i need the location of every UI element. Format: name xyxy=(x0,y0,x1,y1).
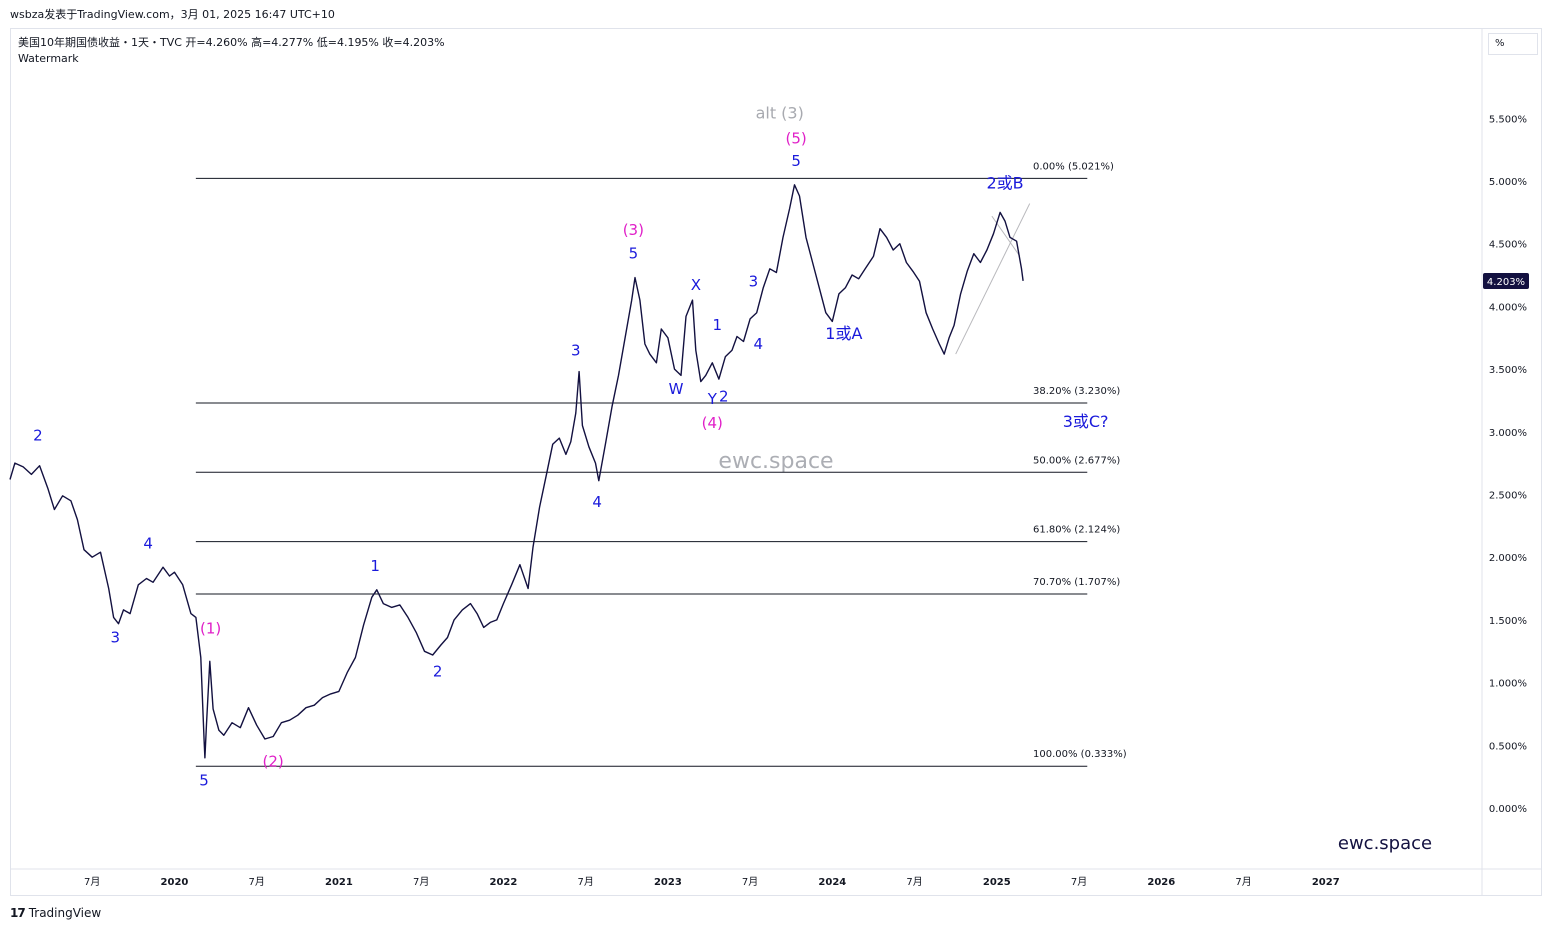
fib-level-label: 61.80% (2.124%) xyxy=(1033,525,1120,536)
x-tick-label: 2027 xyxy=(1312,877,1340,888)
y-tick-label: 3.000% xyxy=(1489,428,1527,439)
x-tick-label: 7月 xyxy=(906,876,922,888)
y-tick-label: 1.500% xyxy=(1489,616,1527,627)
x-tick-label: 7月 xyxy=(249,876,265,888)
wave-label: alt (3) xyxy=(756,103,804,122)
tradingview-logo-icon: 17 xyxy=(10,906,26,920)
y-tick-label: 5.500% xyxy=(1489,114,1527,125)
x-tick-label: 2023 xyxy=(654,877,682,888)
chart-frame xyxy=(10,28,1542,896)
y-tick-label: 2.500% xyxy=(1489,491,1527,502)
wave-label: 1 xyxy=(712,316,722,334)
publish-info: wsbza发表于TradingView.com，3月 01, 2025 16:4… xyxy=(10,8,335,21)
y-tick-label: 0.000% xyxy=(1489,804,1527,815)
fib-level-label: 50.00% (2.677%) xyxy=(1033,455,1120,466)
fib-level-label: 38.20% (3.230%) xyxy=(1033,386,1120,397)
wave-label: (4) xyxy=(702,414,723,432)
watermark-corner: ewc.space xyxy=(1338,833,1432,854)
fib-level-label: 100.00% (0.333%) xyxy=(1033,749,1127,760)
watermark-legend[interactable]: Watermark xyxy=(18,52,79,65)
x-tick-label: 2024 xyxy=(818,877,846,888)
fib-level-label: 70.70% (1.707%) xyxy=(1033,577,1120,588)
x-tick-label: 7月 xyxy=(84,876,100,888)
x-tick-label: 2025 xyxy=(983,877,1011,888)
wave-label: 2 xyxy=(433,662,443,680)
wave-label: W xyxy=(669,380,684,398)
tradingview-footer[interactable]: 17 TradingView xyxy=(10,906,101,920)
x-tick-label: 2021 xyxy=(325,877,353,888)
y-tick-label: 2.000% xyxy=(1489,553,1527,564)
wave-label: 2 xyxy=(33,427,43,445)
watermark-center: ewc.space xyxy=(718,449,833,474)
wave-label: 3或C? xyxy=(1063,412,1109,431)
wave-label: 4 xyxy=(143,534,153,552)
x-tick-label: 2020 xyxy=(161,877,189,888)
wave-label: 5 xyxy=(199,771,209,789)
x-tick-label: 7月 xyxy=(1235,876,1251,888)
yield-series-line[interactable] xyxy=(9,184,1024,759)
wave-label: X xyxy=(691,276,701,294)
wave-label: 3 xyxy=(749,272,759,290)
wave-label: 4 xyxy=(754,335,764,353)
trendline[interactable] xyxy=(955,203,1031,355)
tradingview-logo-text: TradingView xyxy=(28,906,102,920)
wave-label: 5 xyxy=(629,245,639,263)
last-price-label: 4.203% xyxy=(1487,277,1525,288)
wave-label: 3 xyxy=(571,341,581,359)
x-tick-label: 7月 xyxy=(742,876,758,888)
wave-label: (2) xyxy=(263,753,284,771)
wave-label: 5 xyxy=(791,152,801,170)
symbol-legend[interactable]: 美国10年期国债收益・1天・TVC 开=4.260% 高=4.277% 低=4.… xyxy=(18,36,445,49)
y-tick-label: 4.000% xyxy=(1489,302,1527,313)
wave-label: 2 xyxy=(719,388,729,406)
y-tick-label: 5.000% xyxy=(1489,177,1527,188)
x-tick-label: 2026 xyxy=(1147,877,1175,888)
price-scale-unit[interactable]: % xyxy=(1488,33,1538,55)
wave-label: 1 xyxy=(370,557,380,575)
x-tick-label: 7月 xyxy=(1071,876,1087,888)
x-tick-label: 2022 xyxy=(489,877,517,888)
wave-label: (5) xyxy=(786,129,807,147)
wave-label: 1或A xyxy=(825,324,862,343)
x-tick-label: 7月 xyxy=(413,876,429,888)
wave-label: 4 xyxy=(592,493,602,511)
y-tick-label: 3.500% xyxy=(1489,365,1527,376)
x-tick-label: 7月 xyxy=(577,876,593,888)
y-tick-label: 4.500% xyxy=(1489,240,1527,251)
wave-label: Y xyxy=(707,390,718,408)
y-tick-label: 1.000% xyxy=(1489,679,1527,690)
wave-label: 2或B xyxy=(986,174,1023,193)
last-price-tag xyxy=(1483,272,1529,289)
fib-level-label: 0.00% (5.021%) xyxy=(1033,161,1114,172)
wave-label: 3 xyxy=(110,628,120,646)
wave-label: (1) xyxy=(200,620,221,638)
y-tick-label: 0.500% xyxy=(1489,741,1527,752)
wave-label: (3) xyxy=(623,221,644,239)
